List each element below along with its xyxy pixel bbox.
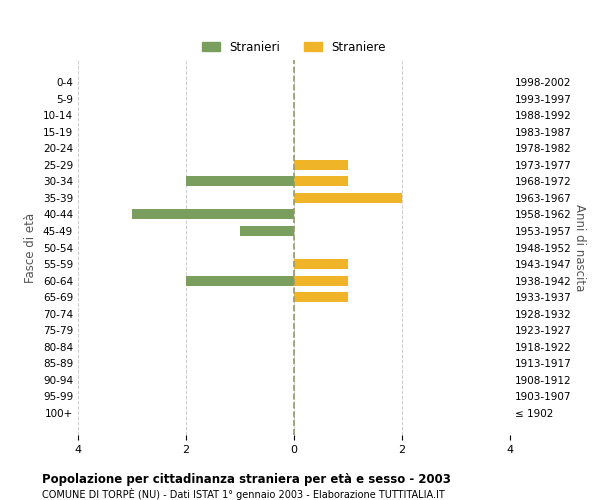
Text: Popolazione per cittadinanza straniera per età e sesso - 2003: Popolazione per cittadinanza straniera p… [42,472,451,486]
Bar [240,226,294,236]
Bar [294,259,348,269]
Bar [294,160,348,170]
Bar [294,193,402,203]
Bar [294,292,348,302]
Y-axis label: Fasce di età: Fasce di età [25,212,37,282]
Legend: Stranieri, Straniere: Stranieri, Straniere [197,36,391,59]
Bar [132,210,294,220]
Bar [294,276,348,285]
Y-axis label: Anni di nascita: Anni di nascita [572,204,586,291]
Bar [294,176,348,186]
Bar [186,176,294,186]
Bar [186,276,294,285]
Text: COMUNE DI TORPÈ (NU) - Dati ISTAT 1° gennaio 2003 - Elaborazione TUTTITALIA.IT: COMUNE DI TORPÈ (NU) - Dati ISTAT 1° gen… [42,488,445,500]
